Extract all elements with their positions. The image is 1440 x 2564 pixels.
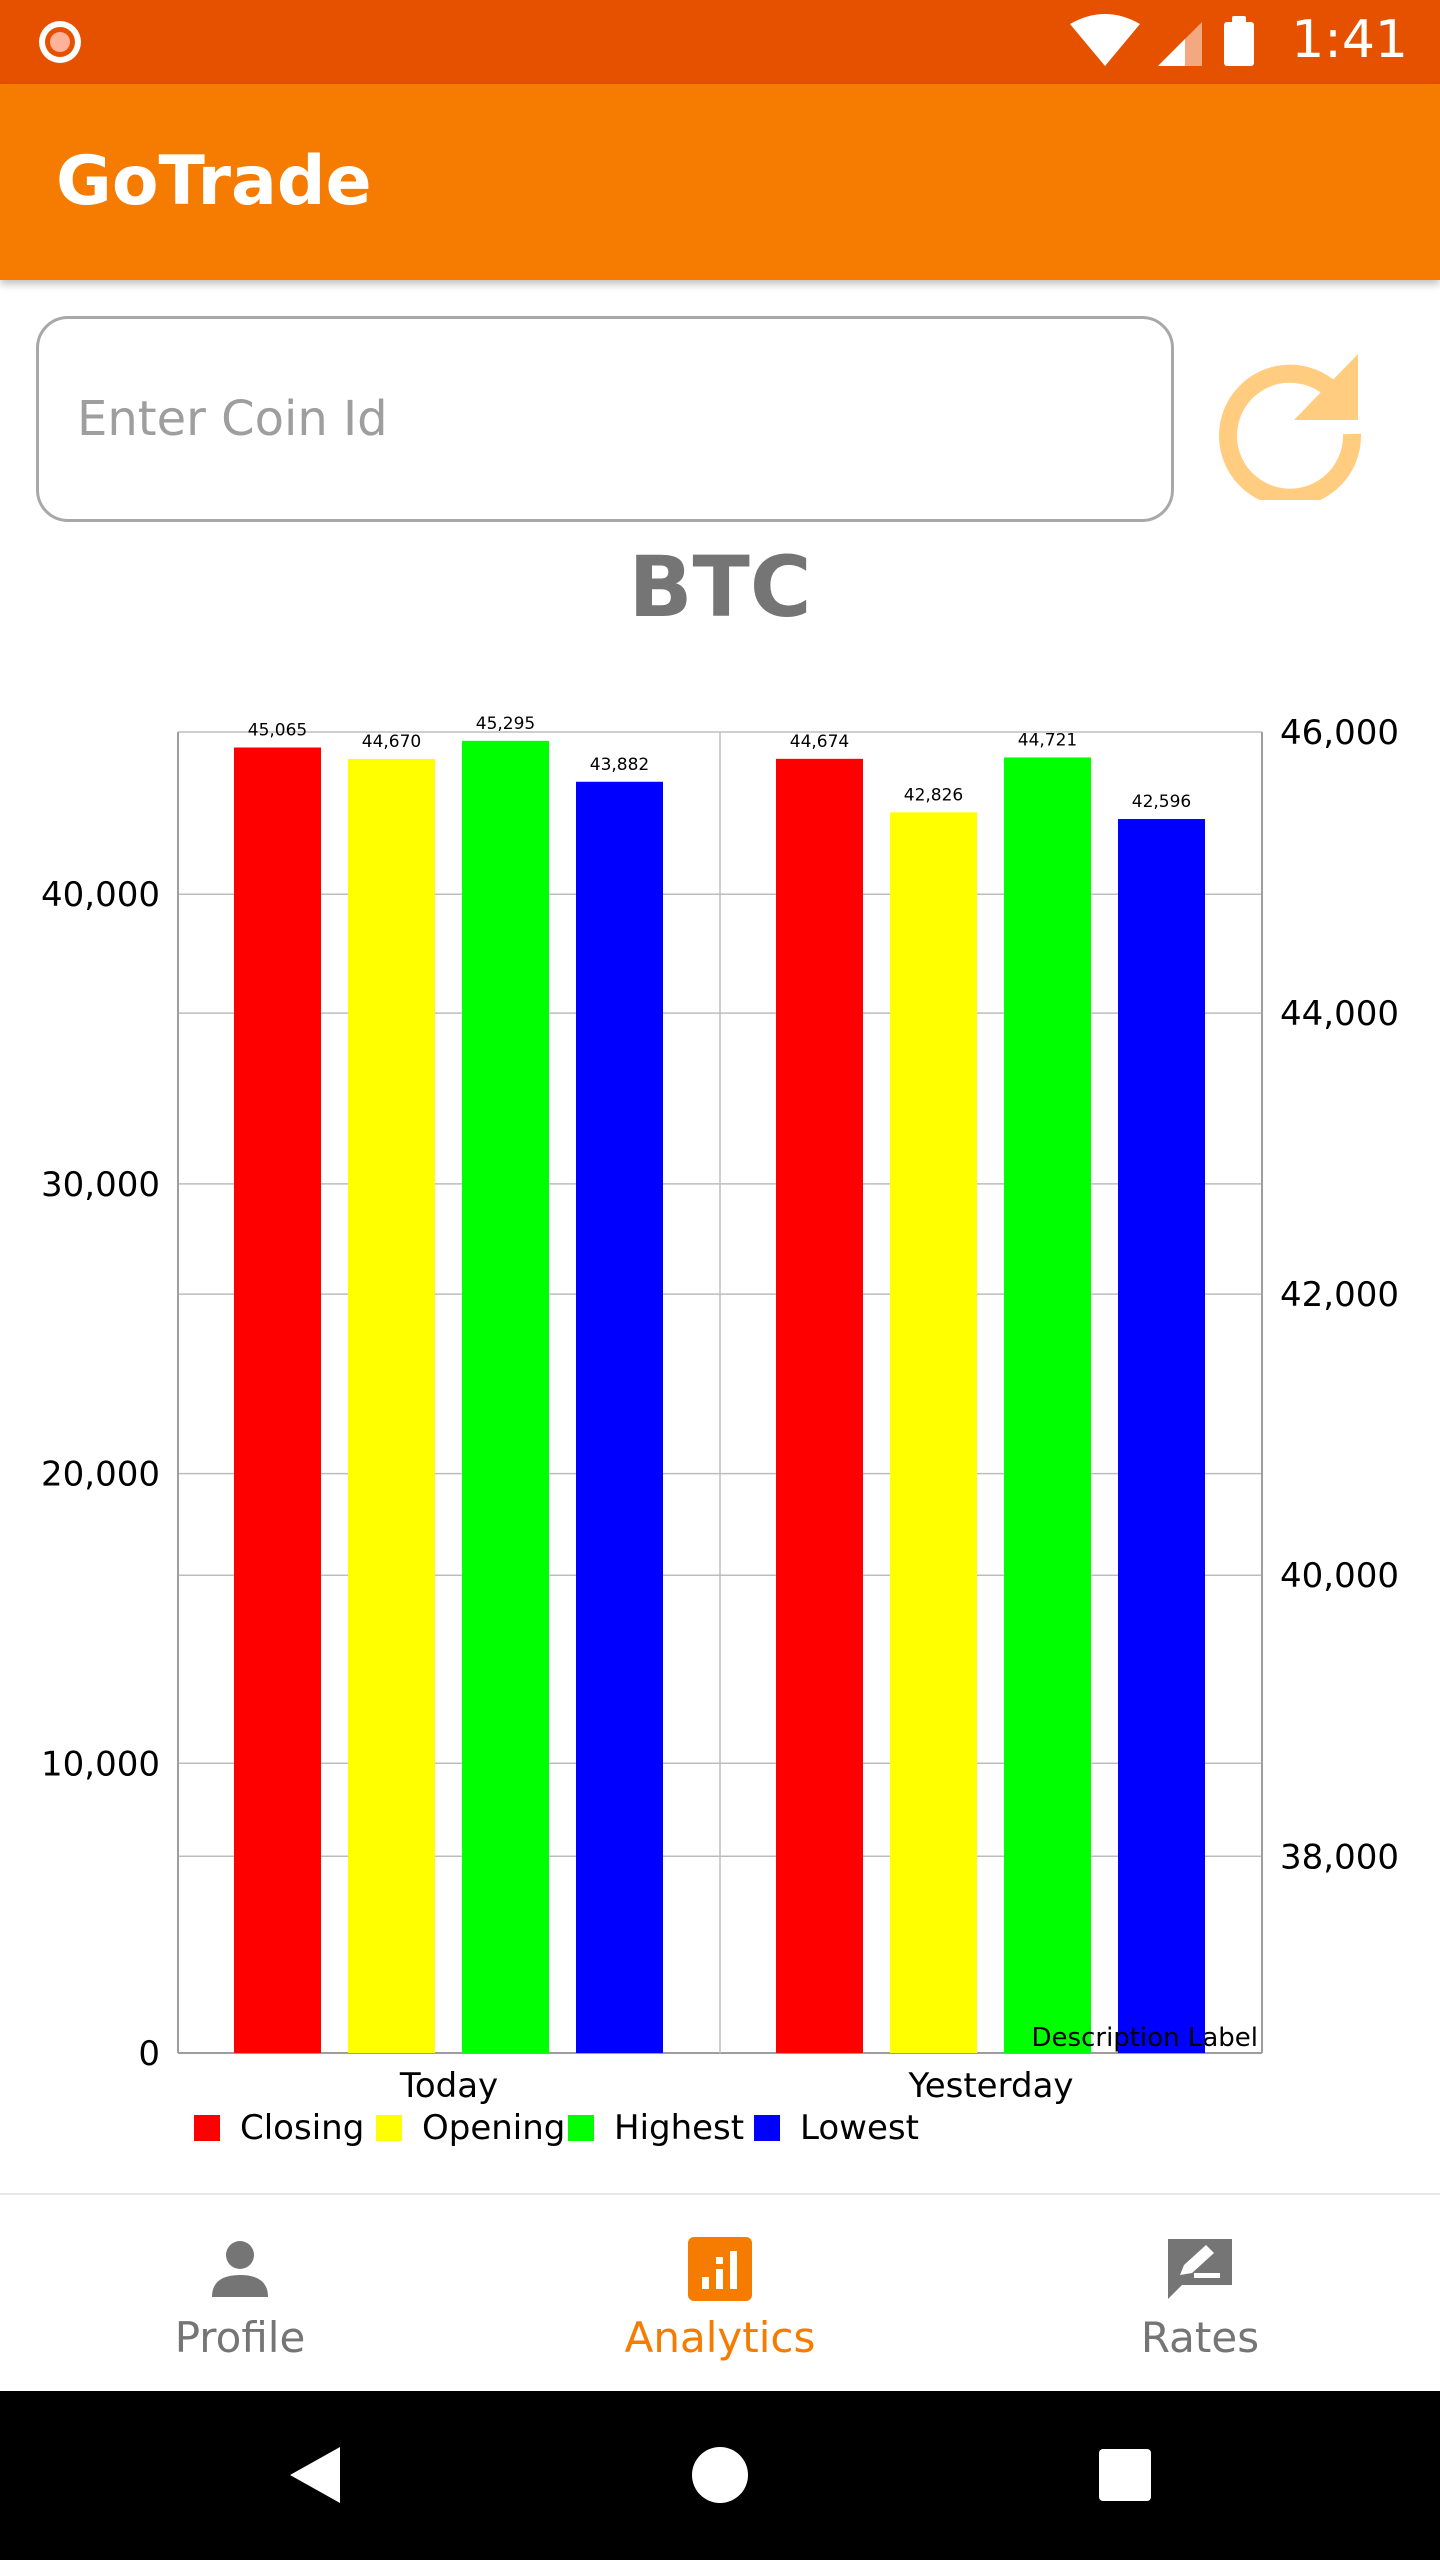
right-axis-tick: 38,000 [1280,1837,1399,1877]
bar [348,758,435,2054]
bar-value-label: 44,721 [1018,730,1077,750]
wifi-icon [1070,14,1140,66]
status-time: 1:41 [1291,10,1408,70]
right-axis-tick: 46,000 [1280,713,1399,753]
bar [1118,819,1205,2053]
battery-icon [1224,16,1254,66]
analytics-icon [688,2237,752,2301]
left-axis-tick: 40,000 [41,875,160,915]
system-navigation-bar [0,2391,1440,2560]
right-axis-tick: 42,000 [1280,1275,1399,1315]
bar-value-label: 42,826 [904,785,963,805]
signal-icon [1158,22,1202,66]
app-bar: GoTrade [0,84,1440,280]
bar-value-label: 45,065 [248,720,307,740]
recording-icon [39,21,81,63]
bar-value-label: 44,674 [790,732,849,752]
left-axis-tick: 0 [138,2034,160,2074]
refresh-icon[interactable] [1212,340,1372,500]
person-icon [212,2241,268,2297]
status-icons [1070,14,1254,66]
chart-description: Description Label [1032,2023,1258,2053]
left-axis-tick: 20,000 [41,1455,160,1495]
x-axis-label: Yesterday [907,2066,1073,2106]
bar-chart: 45,065 44,670 45,295 43,882 44,674 42,826 44,7… [0,690,1440,2160]
bar [890,812,977,2053]
coin-title: BTC [628,538,812,636]
legend-label: Opening [422,2108,565,2148]
bar-value-label: 45,295 [476,714,535,734]
bottom-navigation: Profile Analytics Rates [0,2193,1440,2393]
nav-item-analytics[interactable]: Analytics [480,2195,960,2393]
bar-value-label: 42,596 [1132,792,1191,812]
recents-icon[interactable] [1099,2449,1151,2501]
right-axis-tick: 44,000 [1280,994,1399,1034]
legend-label: Lowest [800,2108,919,2148]
home-icon[interactable] [692,2447,748,2503]
legend-label: Closing [240,2108,364,2148]
bar [462,740,549,2053]
legend-swatch [568,2115,594,2141]
nav-label-analytics: Analytics [624,2313,816,2362]
status-bar: 1:41 [0,0,1440,84]
bar [1004,757,1091,2053]
bar-value-label: 43,882 [590,755,649,775]
coin-id-input[interactable] [36,316,1174,522]
bar [234,747,321,2054]
nav-label-profile: Profile [174,2313,306,2362]
bar [776,758,863,2053]
left-axis-tick: 30,000 [41,1165,160,1205]
left-axis-tick: 10,000 [41,1744,160,1784]
nav-item-rates[interactable]: Rates [960,2195,1440,2393]
legend-label: Highest [614,2108,744,2148]
legend-swatch [194,2115,220,2141]
rate-review-icon [1168,2239,1232,2299]
nav-label-rates: Rates [1140,2313,1260,2362]
nav-item-profile[interactable]: Profile [0,2195,480,2393]
bar-value-label: 44,670 [362,732,421,752]
legend-swatch [754,2115,780,2141]
app-title: GoTrade [56,142,372,221]
x-axis-label: Today [399,2066,498,2106]
bar [576,781,663,2053]
right-axis-tick: 40,000 [1280,1556,1399,1596]
back-icon[interactable] [290,2447,340,2503]
legend-swatch [376,2115,402,2141]
chart-svg: 45,065 44,670 45,295 43,882 44,674 42,826 44,7… [41,713,1399,2148]
